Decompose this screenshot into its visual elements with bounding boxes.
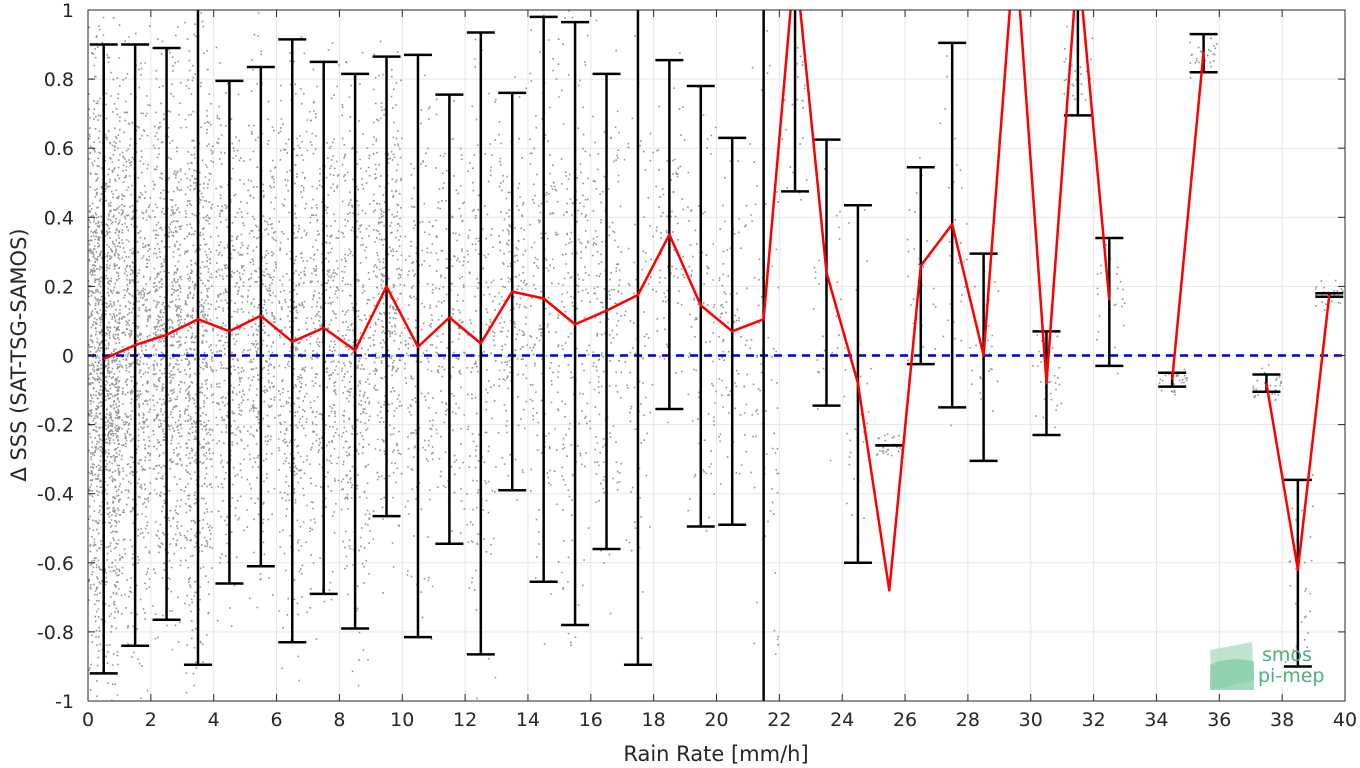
logo-line1: smos [1262, 644, 1312, 666]
scatter-point-group [277, 36, 309, 682]
scatter-point-group [875, 433, 905, 459]
mean-line-segment [1170, 51, 1205, 380]
x-tick-label: 36 [1207, 709, 1231, 731]
scatter-point-group [435, 98, 466, 534]
x-tick-label: 38 [1270, 709, 1294, 731]
y-axis-label: Δ SSS (SAT-TSG-SAMOS) [7, 228, 31, 481]
y-tick-label: -0.2 [37, 415, 74, 437]
x-tick-label: 26 [893, 709, 917, 731]
mean-line-segment [103, 10, 1111, 592]
x-tick-label: 32 [1082, 709, 1106, 731]
x-tick-label: 18 [642, 709, 666, 731]
x-tick-label: 16 [579, 709, 603, 731]
x-tick-label: 14 [516, 709, 540, 731]
x-tick-label: 12 [453, 709, 477, 731]
mean-line-segment [1265, 294, 1331, 571]
scatter-point-group [309, 42, 340, 640]
x-tick-label: 24 [830, 709, 854, 731]
x-tick-label: 2 [145, 709, 157, 731]
x-axis-label: Rain Rate [mm/h] [623, 742, 808, 766]
x-tick-label: 34 [1144, 709, 1168, 731]
x-tick-label: 8 [333, 709, 345, 731]
scatter-point-group [497, 76, 529, 501]
logo-mark-wave [1210, 659, 1254, 690]
scatter-point-group [1252, 364, 1282, 401]
scatter-point-group [749, 30, 780, 656]
y-tick-label: -0.6 [37, 553, 74, 575]
scatter-point-group [1158, 368, 1188, 396]
scatter-point-group [1096, 244, 1126, 375]
x-axis-ticks: 0 2 4 6 8 10 12 14 16 18 20 22 24 26 28 30 32 34 36 38 40 [82, 10, 1357, 731]
y-tick-label: 0.6 [44, 138, 74, 160]
x-tick-label: 28 [956, 709, 980, 731]
x-tick-label: 0 [82, 709, 94, 731]
mean-line [103, 10, 1331, 592]
y-tick-label: -0.8 [37, 622, 74, 644]
x-tick-label: 22 [767, 709, 791, 731]
smos-pimep-logo: smos pi-mep [1210, 642, 1324, 690]
scatter-point-group [655, 52, 686, 424]
y-tick-label: -1 [55, 691, 74, 713]
x-tick-label: 6 [271, 709, 283, 731]
y-tick-label: 0.8 [44, 69, 74, 91]
y-tick-label: 0.4 [44, 207, 74, 229]
scatter-point-group [1284, 474, 1314, 663]
x-tick-label: 4 [208, 709, 220, 731]
scatter-point-group [1314, 279, 1344, 311]
y-axis-ticks: -1 -0.8 -0.6 -0.4 -0.2 0 0.2 0.4 0.6 0.8 1 [37, 0, 1345, 713]
y-tick-label: -0.4 [37, 484, 74, 506]
y-tick-label: 1 [62, 0, 74, 22]
x-tick-label: 40 [1333, 709, 1357, 731]
x-tick-label: 20 [704, 709, 728, 731]
logo-line2: pi-mep [1258, 665, 1324, 687]
y-tick-label: 0.2 [44, 276, 74, 298]
x-tick-label: 30 [1019, 709, 1043, 731]
x-tick-label: 10 [390, 709, 414, 731]
y-tick-label: 0 [62, 346, 74, 368]
